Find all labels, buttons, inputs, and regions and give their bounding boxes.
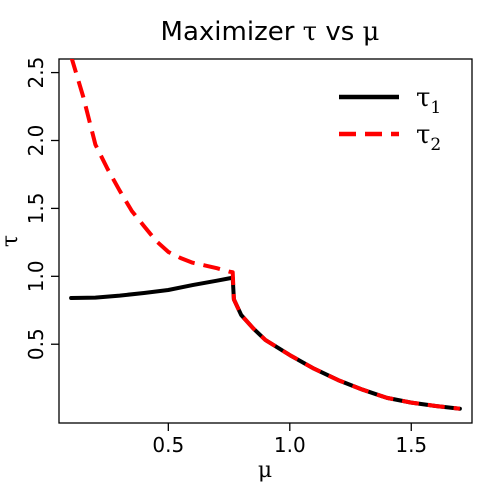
legend-label-tau2-subscript: 2	[430, 135, 441, 155]
x-axis: 0.5 1.0 1.5	[152, 423, 427, 457]
plot-area-frame	[58, 58, 473, 424]
legend: τ1 τ2	[339, 83, 441, 155]
chart-title-mu: μ	[363, 17, 380, 47]
chart-title-vs: vs	[317, 17, 362, 47]
series-line-tau1	[69, 275, 462, 411]
x-axis-label: μ	[258, 458, 272, 483]
y-tick-label: 0.5	[24, 328, 48, 360]
series-line-tau2	[69, 59, 461, 411]
legend-label-tau2-symbol: τ	[416, 120, 430, 150]
y-tick-label: 1.5	[24, 192, 48, 224]
legend-label-tau1-subscript: 1	[430, 98, 441, 118]
x-tick-label: 0.5	[152, 433, 184, 457]
y-axis: 0.5 1.0 1.5 2.0 2.5	[24, 57, 59, 360]
legend-label-tau2: τ2	[416, 120, 441, 155]
chart-title-tau: τ	[303, 17, 317, 47]
y-tick-label: 1.0	[24, 260, 48, 292]
chart-title: Maximizer τ vs μ	[161, 17, 380, 47]
legend-label-tau1: τ1	[416, 83, 441, 118]
x-tick-label: 1.5	[395, 433, 427, 457]
y-tick-label: 2.0	[24, 125, 48, 157]
y-tick-label: 2.5	[24, 57, 48, 89]
y-axis-label: τ	[0, 235, 23, 247]
series-group	[69, 59, 462, 411]
x-tick-label: 1.0	[274, 433, 306, 457]
chart-title-prefix: Maximizer	[161, 17, 303, 47]
legend-label-tau1-symbol: τ	[416, 83, 430, 113]
